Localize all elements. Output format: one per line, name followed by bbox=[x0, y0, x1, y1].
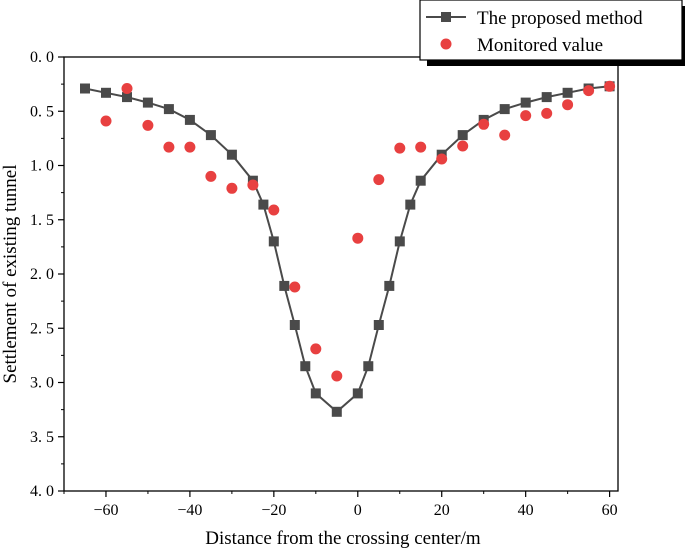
series-line-proposed-method bbox=[84, 85, 610, 414]
monitored-value-point bbox=[268, 204, 280, 216]
proposed-method-point bbox=[541, 92, 552, 103]
proposed-method-point bbox=[457, 130, 468, 141]
monitored-value-point bbox=[352, 232, 364, 244]
legend-circle-marker bbox=[440, 38, 452, 50]
monitored-value-point bbox=[310, 343, 322, 355]
x-tick-label: 0 bbox=[354, 502, 362, 519]
monitored-value-point bbox=[436, 153, 448, 165]
x-tick-label: 40 bbox=[518, 502, 534, 519]
monitored-value-point bbox=[226, 182, 238, 194]
monitored-value-point bbox=[457, 140, 469, 152]
x-tick-label: −40 bbox=[177, 502, 202, 519]
proposed-method-point bbox=[363, 361, 374, 372]
proposed-method-point bbox=[394, 236, 405, 247]
proposed-method-point bbox=[562, 87, 573, 98]
proposed-method-point bbox=[279, 280, 290, 291]
monitored-value-point bbox=[373, 174, 385, 186]
monitored-value-point bbox=[520, 110, 532, 122]
proposed-method-point bbox=[373, 320, 384, 330]
monitored-value-point bbox=[415, 141, 427, 153]
proposed-method-point bbox=[80, 83, 90, 94]
proposed-method-point bbox=[331, 406, 342, 417]
monitored-value-point bbox=[394, 142, 406, 154]
proposed-method-point bbox=[300, 361, 311, 372]
proposed-method-point bbox=[226, 149, 237, 160]
y-axis-title: Settlement of existing tunnel bbox=[0, 165, 21, 384]
proposed-method-point bbox=[405, 199, 416, 210]
monitored-value-point bbox=[562, 99, 574, 111]
proposed-method-point bbox=[520, 97, 531, 108]
monitored-value-point bbox=[541, 107, 553, 119]
monitored-value-point bbox=[331, 370, 343, 382]
y-tick-label: 3. 0 bbox=[30, 375, 54, 392]
y-tick-label: 3. 5 bbox=[30, 429, 54, 446]
legend-box bbox=[419, 0, 683, 61]
proposed-method-point bbox=[289, 320, 300, 330]
monitored-value-point bbox=[583, 85, 595, 97]
y-tick-label: 1. 5 bbox=[30, 212, 54, 229]
monitored-value-point bbox=[142, 119, 154, 131]
x-axis-ticks: −60 −40 −20 0 20 40 60 bbox=[63, 491, 618, 519]
monitored-value-point bbox=[247, 179, 259, 191]
monitored-value-point bbox=[205, 170, 217, 182]
legend-label-proposed-method: The proposed method bbox=[477, 8, 643, 29]
legend-label-monitored-value: Monitored value bbox=[477, 35, 603, 56]
proposed-method-point bbox=[499, 104, 510, 115]
y-tick-label: 2. 5 bbox=[30, 320, 54, 337]
proposed-method-point bbox=[142, 97, 153, 108]
y-tick-label: 0. 5 bbox=[30, 103, 54, 120]
proposed-method-point bbox=[101, 87, 111, 98]
monitored-value-point bbox=[604, 80, 616, 92]
proposed-method-point bbox=[163, 104, 174, 115]
monitored-value-point bbox=[184, 141, 196, 153]
proposed-method-point bbox=[384, 280, 395, 291]
proposed-method-point bbox=[205, 130, 216, 141]
proposed-method-point bbox=[415, 175, 426, 186]
monitored-value-point bbox=[163, 141, 175, 153]
proposed-method-point bbox=[122, 92, 132, 103]
y-tick-label: 4. 0 bbox=[30, 483, 54, 500]
x-tick-label: −60 bbox=[93, 502, 118, 519]
y-tick-label: 1. 0 bbox=[30, 158, 54, 175]
proposed-method-point bbox=[258, 199, 269, 210]
legend-square-marker bbox=[441, 12, 451, 22]
y-tick-label: 2. 0 bbox=[30, 266, 54, 283]
monitored-value-point bbox=[499, 129, 511, 141]
x-axis-title: Distance from the crossing center/m bbox=[205, 528, 481, 549]
monitored-value-point bbox=[100, 115, 112, 127]
y-axis-ticks: 0. 0 0. 5 1. 0 1. 5 2. 0 2. 5 3. 0 3. 5 4. 0 bbox=[30, 49, 64, 500]
proposed-method-point bbox=[310, 388, 321, 399]
y-tick-label: 0. 0 bbox=[30, 49, 54, 66]
x-tick-label: 20 bbox=[434, 502, 450, 519]
monitored-value-point bbox=[121, 83, 133, 94]
monitored-value-point bbox=[289, 281, 301, 293]
legend: The proposed method Monitored value bbox=[419, 0, 685, 66]
series-layer bbox=[80, 80, 616, 417]
proposed-method-point bbox=[352, 388, 363, 399]
x-tick-label: −20 bbox=[261, 502, 286, 519]
x-tick-label: 60 bbox=[602, 502, 618, 519]
proposed-method-point bbox=[268, 236, 279, 247]
monitored-value-point bbox=[478, 118, 490, 130]
proposed-method-point bbox=[184, 114, 195, 125]
